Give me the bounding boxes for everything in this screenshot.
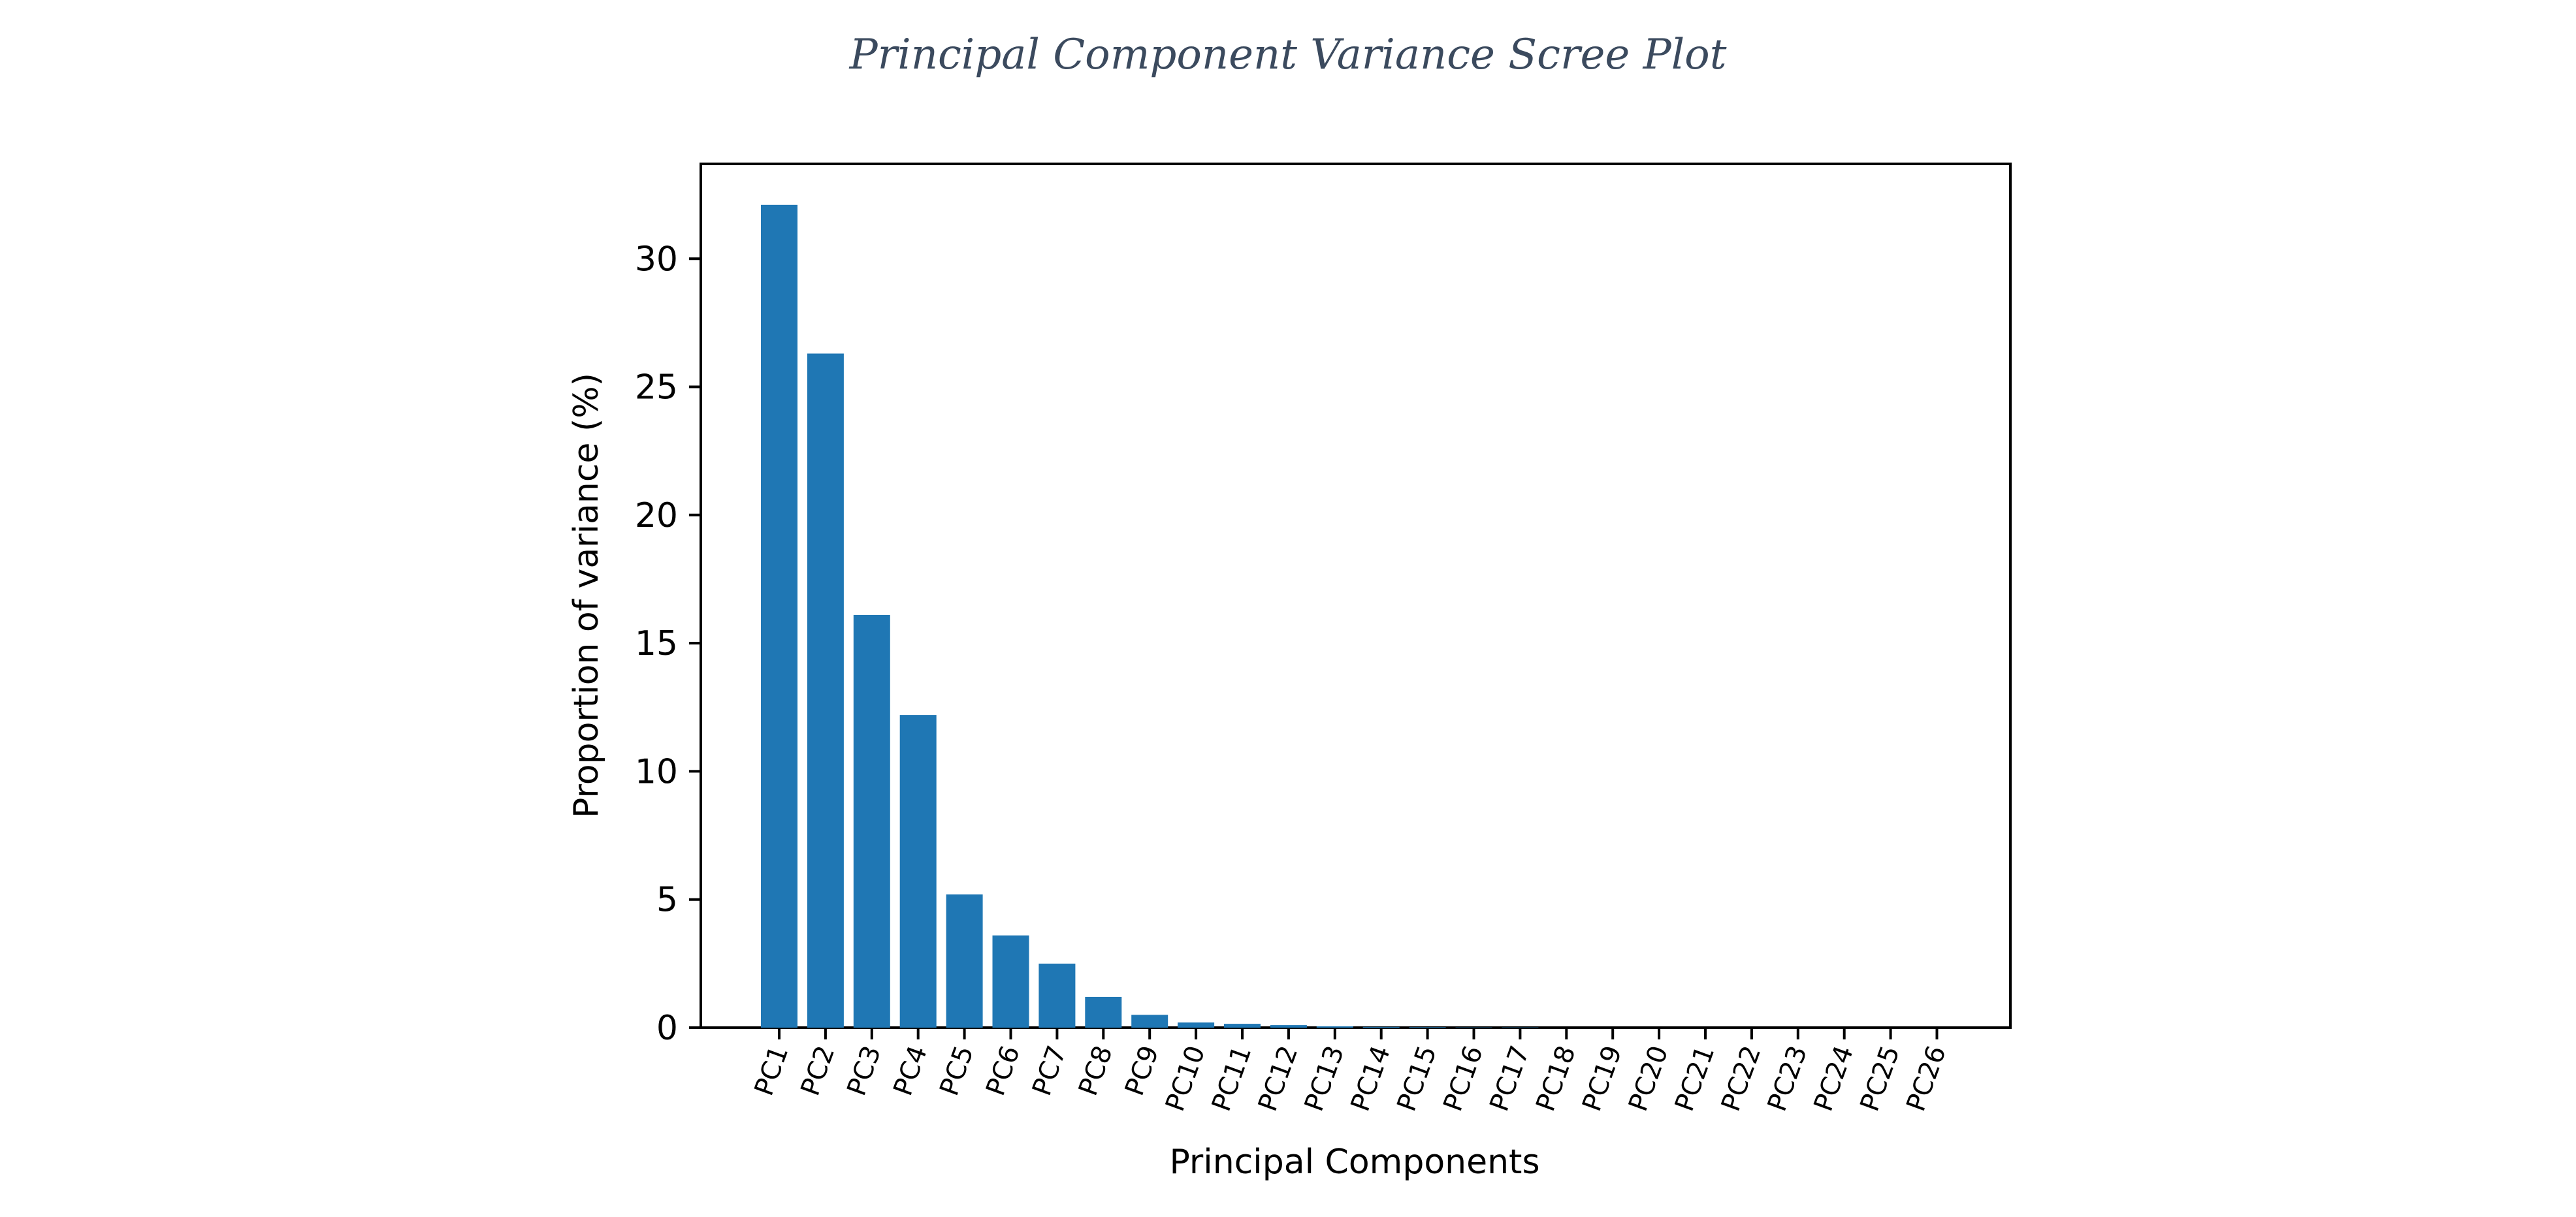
x-tick-label-pc19: PC19 bbox=[1577, 1042, 1628, 1115]
bar-pc2 bbox=[807, 353, 844, 1028]
bar-pc12 bbox=[1270, 1025, 1307, 1028]
plot-frame bbox=[700, 163, 2012, 1029]
x-tick-label-pc13: PC13 bbox=[1299, 1042, 1350, 1115]
bar-pc1 bbox=[761, 204, 797, 1028]
x-axis-label: Principal Components bbox=[1169, 1143, 1539, 1182]
bar-pc3 bbox=[853, 614, 890, 1028]
y-tick-label: 15 bbox=[635, 624, 678, 663]
x-tick-label-pc20: PC20 bbox=[1623, 1042, 1674, 1115]
bar-pc4 bbox=[899, 715, 937, 1028]
y-tick-label: 5 bbox=[656, 881, 678, 920]
x-tick-label-pc7: PC7 bbox=[1027, 1042, 1072, 1100]
x-tick-label-pc8: PC8 bbox=[1073, 1042, 1119, 1100]
y-tick-label: 10 bbox=[635, 752, 678, 791]
x-tick-label-pc4: PC4 bbox=[888, 1042, 933, 1100]
bar-pc10 bbox=[1178, 1022, 1215, 1028]
bar-pc7 bbox=[1038, 963, 1076, 1028]
x-tick-label-pc22: PC22 bbox=[1716, 1042, 1767, 1115]
x-tick-label-pc16: PC16 bbox=[1438, 1042, 1489, 1115]
x-tick-label-pc9: PC9 bbox=[1119, 1042, 1165, 1100]
bar-pc15 bbox=[1409, 1027, 1446, 1028]
x-tick-label-pc17: PC17 bbox=[1484, 1042, 1535, 1115]
x-tick-label-pc5: PC5 bbox=[934, 1042, 980, 1100]
bar-pc11 bbox=[1224, 1024, 1261, 1028]
bar-pc14 bbox=[1362, 1026, 1400, 1028]
bar-pc8 bbox=[1085, 996, 1122, 1028]
x-tick-label-pc12: PC12 bbox=[1253, 1042, 1304, 1115]
x-tick-label-pc21: PC21 bbox=[1669, 1042, 1720, 1115]
x-tick-label-pc10: PC10 bbox=[1160, 1042, 1211, 1115]
x-tick-label-pc25: PC25 bbox=[1855, 1042, 1906, 1115]
chart-title: Principal Component Variance Scree Plot bbox=[849, 31, 1727, 79]
x-tick-label-pc15: PC15 bbox=[1392, 1042, 1443, 1115]
y-axis-label: Proportion of variance (%) bbox=[567, 373, 606, 818]
bar-pc9 bbox=[1131, 1015, 1168, 1028]
x-tick-label-pc14: PC14 bbox=[1345, 1042, 1396, 1115]
x-tick-label-pc1: PC1 bbox=[749, 1042, 795, 1100]
x-tick-label-pc2: PC2 bbox=[796, 1042, 841, 1100]
x-tick-label-pc6: PC6 bbox=[980, 1042, 1026, 1100]
y-tick-label: 20 bbox=[635, 496, 678, 535]
y-tick-label: 25 bbox=[635, 368, 678, 407]
bars-group bbox=[761, 204, 1539, 1028]
x-tick-label-pc26: PC26 bbox=[1901, 1042, 1952, 1115]
x-tick-label-pc18: PC18 bbox=[1530, 1042, 1581, 1115]
y-tick-label: 0 bbox=[656, 1009, 678, 1048]
x-tick-label-pc3: PC3 bbox=[841, 1042, 887, 1100]
y-axis-ticks: 0 5 10 15 20 25 30 bbox=[635, 240, 701, 1048]
x-tick-label-pc11: PC11 bbox=[1206, 1042, 1257, 1115]
x-axis-ticks: PC1 PC2 PC3 PC4 PC5 PC6 PC7 PC8 PC9PC10PC11PC12P… bbox=[749, 1028, 1952, 1115]
bar-pc6 bbox=[992, 935, 1029, 1028]
bar-pc5 bbox=[946, 894, 983, 1028]
x-tick-label-pc23: PC23 bbox=[1762, 1042, 1813, 1115]
bar-pc13 bbox=[1316, 1026, 1353, 1028]
x-tick-label-pc24: PC24 bbox=[1809, 1042, 1860, 1115]
y-tick-label: 30 bbox=[635, 240, 678, 279]
